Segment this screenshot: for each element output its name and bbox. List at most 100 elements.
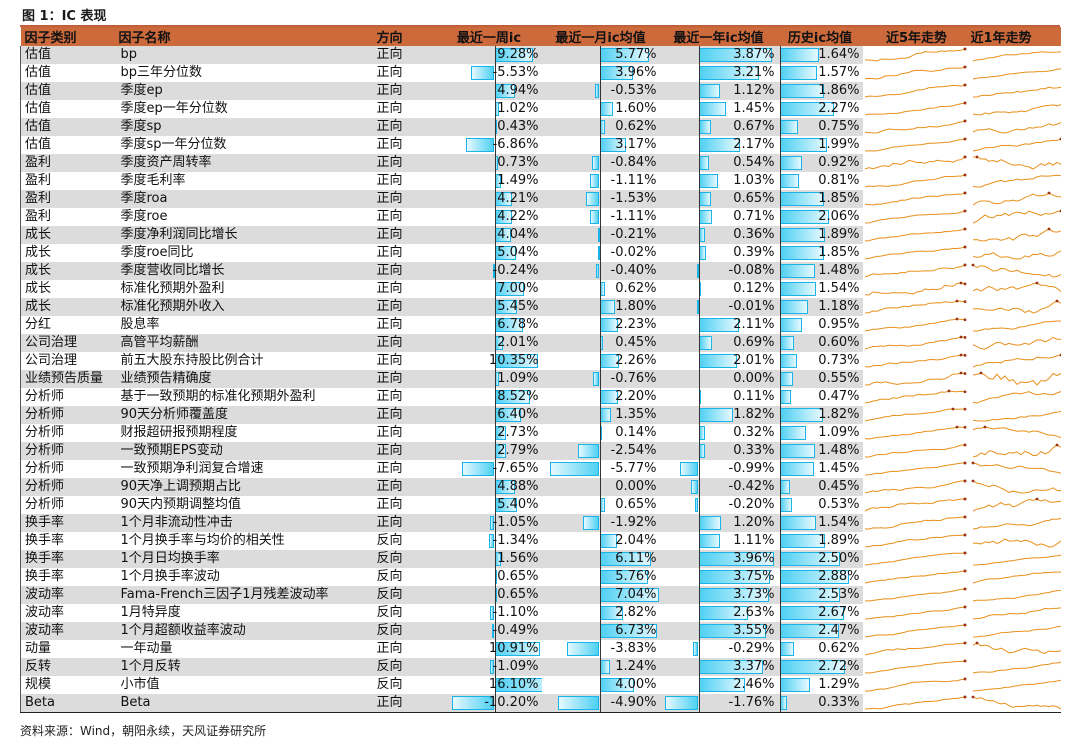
ic-value: 9.28% <box>497 47 539 62</box>
ic-bar <box>451 696 495 710</box>
trend-1y-cell <box>970 532 1061 550</box>
ic-value: 1.24% <box>615 659 657 674</box>
ic-axis <box>494 586 496 604</box>
factor-category: 成长 <box>20 226 119 244</box>
ic-cell-ic-week: -1.05% <box>436 514 542 532</box>
trend-5y-sparkline <box>864 335 966 350</box>
ic-value: -0.21% <box>610 227 657 242</box>
ic-axis <box>494 100 496 118</box>
factor-direction: 正向 <box>376 172 437 190</box>
table-row: 估值 季度ep一年分位数 正向 1.02% 1.60% 1.45% 2.27% <box>20 100 1061 118</box>
ic-bar <box>698 192 711 206</box>
trend-1y-sparkline <box>971 479 1061 494</box>
ic-cell-ic-week: 2.01% <box>436 334 542 352</box>
ic-bar <box>583 516 600 530</box>
trend-1y-sparkline <box>972 227 1061 242</box>
ic-cell-ic-hist: 1.45% <box>777 460 863 478</box>
ic-axis <box>599 82 601 100</box>
ic-cell-ic-week: -0.49% <box>436 622 542 640</box>
table-row: 波动率 1月特异度 反向 -1.10% 2.82% 2.63% 2.67% <box>20 604 1061 622</box>
factor-name: 1月特异度 <box>118 604 377 622</box>
ic-axis <box>779 568 781 586</box>
ic-value: 1.86% <box>818 83 860 98</box>
sparkline-path <box>972 122 1061 134</box>
ic-cell-ic-month: 2.04% <box>541 532 660 550</box>
ic-value: 0.62% <box>615 119 657 134</box>
sparkline-marker <box>955 317 958 321</box>
sparkline-path <box>864 642 965 656</box>
table-row: 换手率 1个月日均换手率 反向 1.56% 6.11% 3.96% 2.50% <box>20 550 1061 568</box>
trend-1y-sparkline <box>972 661 1061 674</box>
trend-5y-cell <box>862 370 971 388</box>
ic-bar <box>779 426 806 440</box>
ic-value: 1.85% <box>818 245 860 260</box>
ic-axis <box>599 208 601 226</box>
ic-value: -0.01% <box>728 299 775 314</box>
ic-cell-ic-month: 0.45% <box>541 334 660 352</box>
ic-bar <box>599 102 614 116</box>
trend-1y-sparkline <box>971 263 1061 278</box>
sparkline-marker <box>963 282 966 286</box>
ic-cell-ic-year: 1.20% <box>659 514 778 532</box>
ic-axis <box>698 604 700 622</box>
trend-5y-cell <box>862 406 971 424</box>
ic-cell-ic-month: -1.11% <box>541 208 660 226</box>
ic-cell-ic-year: 3.96% <box>659 550 778 568</box>
ic-cell-ic-year: 0.36% <box>659 226 778 244</box>
trend-1y-cell <box>970 46 1061 64</box>
ic-value: -0.76% <box>610 371 657 386</box>
trend-5y-cell <box>862 622 971 640</box>
ic-axis <box>599 262 601 280</box>
ic-value: 2.20% <box>615 389 657 404</box>
ic-axis <box>779 64 781 82</box>
sparkline-marker <box>963 245 966 249</box>
ic-cell-ic-year: 0.11% <box>659 388 778 406</box>
ic-value: 0.14% <box>615 425 657 440</box>
table-row: 估值 季度ep 正向 4.94% -0.53% 1.12% 1.86% <box>20 82 1061 100</box>
ic-axis <box>779 676 781 694</box>
trend-5y-sparkline <box>864 605 966 620</box>
sparkline-path <box>972 571 1061 584</box>
ic-value: 1.80% <box>615 299 657 314</box>
factor-direction: 正向 <box>376 334 437 352</box>
table-row: 波动率 Fama-French三因子1月残差波动率 反向 0.65% 7.04% 3.73… <box>20 586 1061 604</box>
ic-value: 8.52% <box>497 389 539 404</box>
sparkline-path <box>972 51 1061 62</box>
column-header: 最近一月ic均值 <box>541 27 660 46</box>
sparkline-path <box>972 354 1061 368</box>
sparkline-path <box>972 554 1061 566</box>
sparkline-path <box>864 336 965 350</box>
ic-value: 0.32% <box>733 425 775 440</box>
sparkline-path <box>972 320 1061 332</box>
table-row: 换手率 1个月换手率波动 反向 0.65% 5.76% 3.75% 2.88% <box>20 568 1061 586</box>
factor-name: 1个月非流动性冲击 <box>118 514 377 532</box>
ic-cell-ic-year: 0.71% <box>659 208 778 226</box>
sparkline-path <box>972 264 1061 278</box>
ic-value: 2.72% <box>818 659 860 674</box>
ic-cell-ic-month: 7.04% <box>541 586 660 604</box>
sparkline-marker <box>963 353 966 357</box>
trend-1y-cell <box>970 352 1061 370</box>
ic-cell-ic-hist: 0.92% <box>777 154 863 172</box>
trend-1y-sparkline <box>972 425 1061 439</box>
ic-cell-ic-week: 0.73% <box>436 154 542 172</box>
factor-direction: 反向 <box>376 622 437 640</box>
sparkline-path <box>864 156 965 170</box>
ic-axis <box>599 496 601 514</box>
ic-axis <box>599 154 601 172</box>
ic-value: 4.88% <box>497 479 539 494</box>
ic-value: 2.50% <box>818 551 860 566</box>
sparkline-marker <box>955 299 958 303</box>
ic-cell-ic-year: 3.37% <box>659 658 778 676</box>
sparkline-path <box>864 624 965 638</box>
factor-name: 季度sp <box>118 118 377 136</box>
ic-value: 1.82% <box>733 407 775 422</box>
trend-5y-cell <box>862 352 971 370</box>
ic-cell-ic-week: 1.02% <box>436 100 542 118</box>
ic-cell-ic-hist: 1.85% <box>777 244 863 262</box>
ic-cell-ic-month: 0.65% <box>541 496 660 514</box>
factor-name: 90天分析师覆盖度 <box>118 406 377 424</box>
trend-1y-cell <box>970 154 1061 172</box>
ic-bar <box>779 264 816 278</box>
column-header: 近1年走势 <box>970 27 1061 46</box>
